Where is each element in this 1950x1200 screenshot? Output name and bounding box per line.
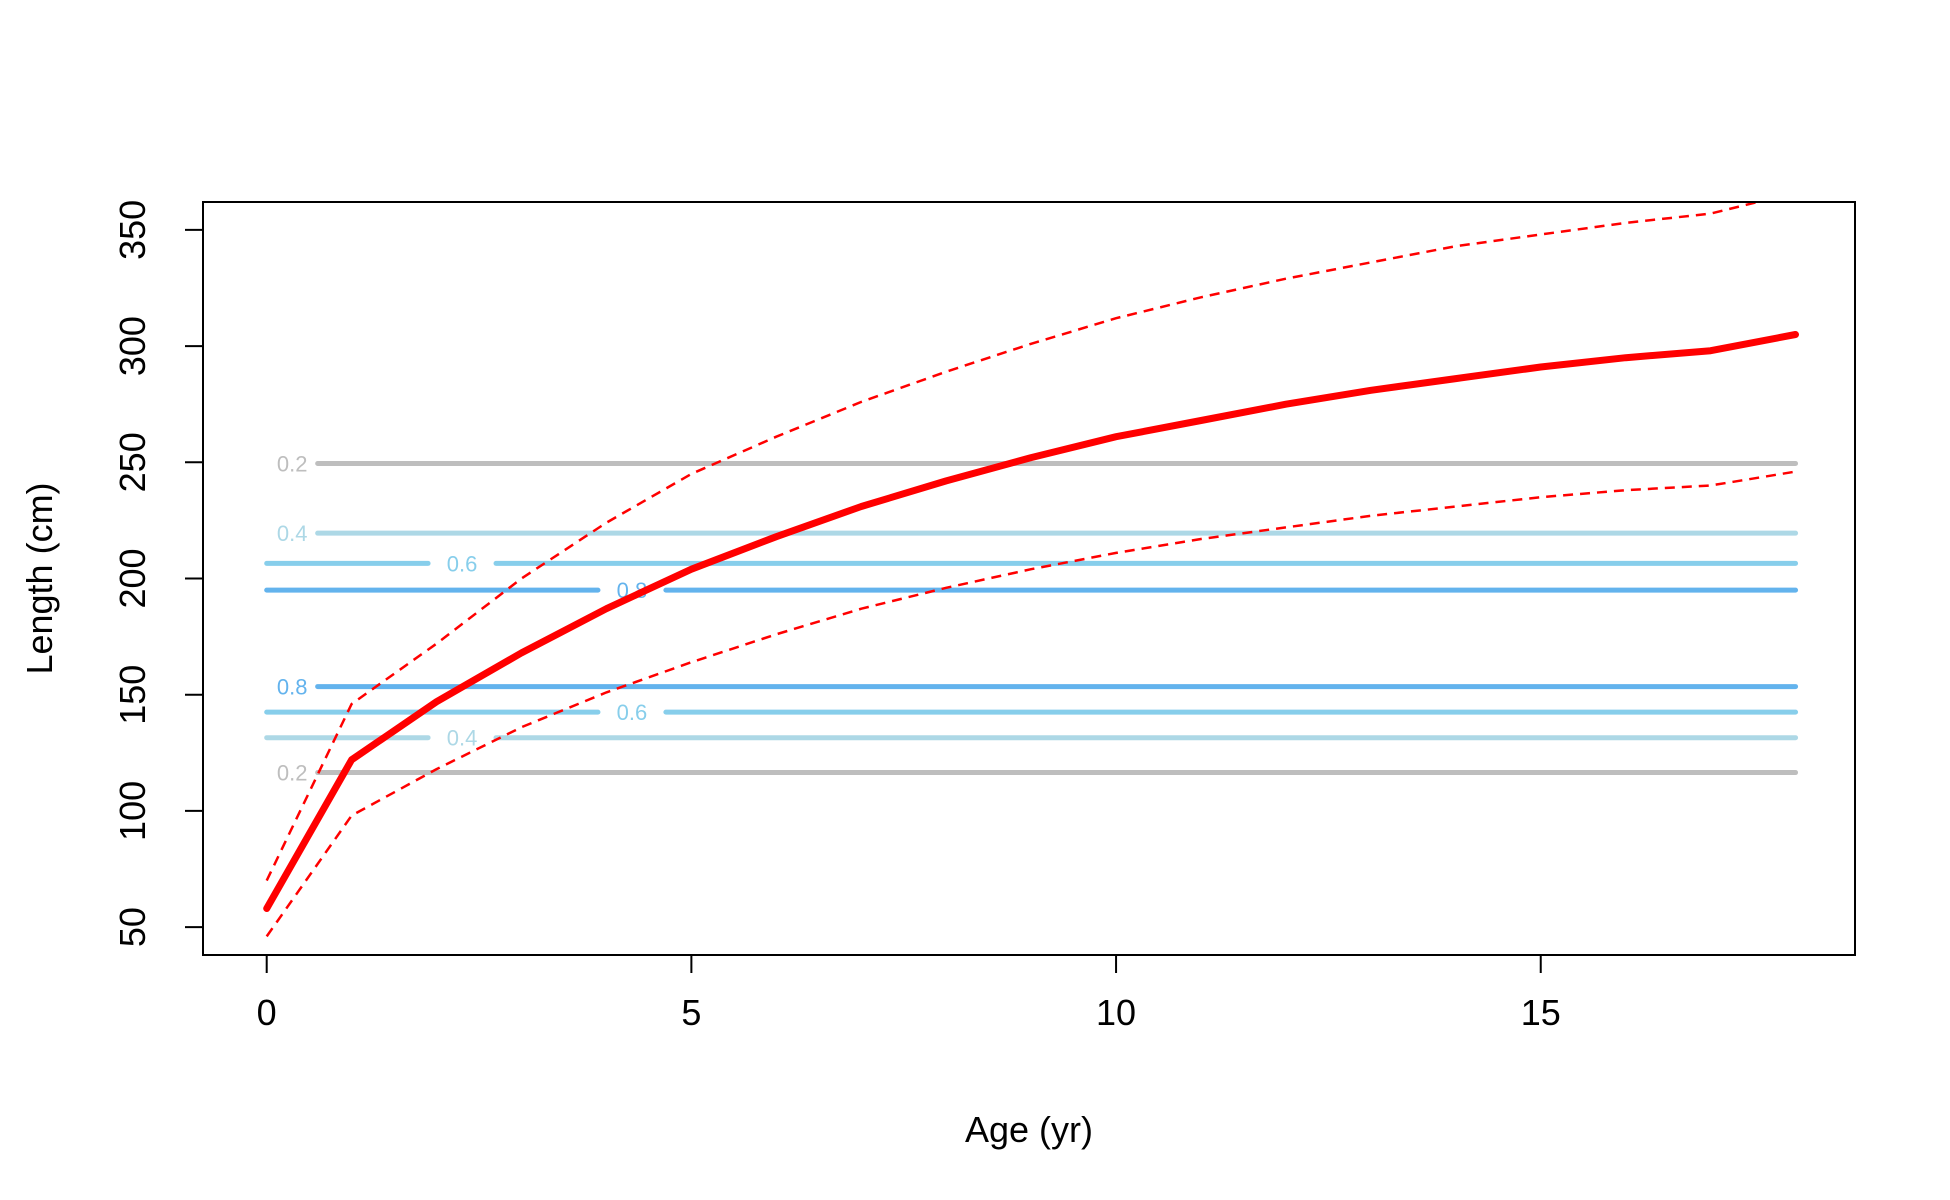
y-tick-label: 100 xyxy=(112,781,153,841)
contour-lines: 0.20.40.60.80.80.60.40.2 xyxy=(264,451,1799,786)
y-tick-label: 200 xyxy=(112,548,153,608)
y-tick-label: 150 xyxy=(112,665,153,725)
growth-curves xyxy=(263,202,1799,938)
y-axis-title: Length (cm) xyxy=(19,482,60,674)
y-tick-label: 350 xyxy=(112,200,153,260)
x-axis: 0 5 10 15 xyxy=(257,954,1561,1033)
x-tick-label: 5 xyxy=(681,992,701,1033)
y-tick-label: 300 xyxy=(112,316,153,376)
x-axis-title: Age (yr) xyxy=(965,1109,1093,1150)
contour-label: 0.6 xyxy=(617,700,648,725)
series-line-mean xyxy=(263,331,1799,912)
contour-label: 0.8 xyxy=(277,675,308,700)
contour-label: 0.4 xyxy=(277,521,308,546)
x-tick-label: 0 xyxy=(257,992,277,1033)
plot-frame xyxy=(202,201,1856,956)
x-tick-label: 10 xyxy=(1096,992,1136,1033)
series-line-upper xyxy=(265,202,1763,882)
series-line-lower xyxy=(265,470,1796,938)
y-tick-label: 250 xyxy=(112,432,153,492)
contour-label: 0.2 xyxy=(277,451,308,476)
x-tick-label: 15 xyxy=(1521,992,1561,1033)
contour-label: 0.2 xyxy=(277,761,308,786)
contour-label: 0.6 xyxy=(447,551,478,576)
contour-label: 0.4 xyxy=(447,726,478,751)
y-axis: 50 100 150 200 250 300 350 xyxy=(112,200,204,947)
y-tick-label: 50 xyxy=(112,907,153,947)
